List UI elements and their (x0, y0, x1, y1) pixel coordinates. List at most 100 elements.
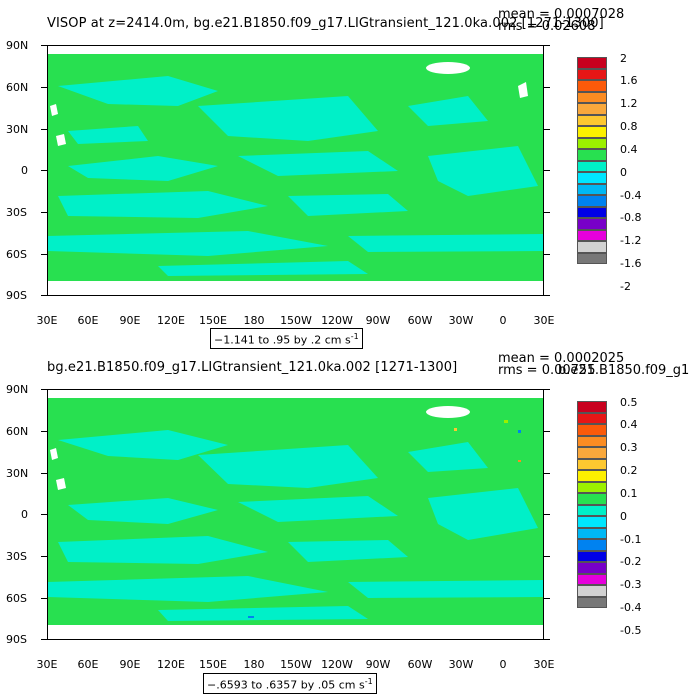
greenland-gap (426, 62, 470, 74)
contour-info-box: −1.141 to .95 by .2 cm s-1 (210, 328, 363, 349)
x-axis-label: 120E (157, 658, 185, 671)
y-tick (41, 389, 47, 390)
positive-anomaly-dots (248, 420, 521, 618)
y-tick (41, 129, 47, 130)
x-axis-label: 30E (533, 314, 555, 327)
y-axis-label: 30N (6, 123, 29, 136)
x-axis-label: 120W (321, 314, 353, 327)
colorbar-cell (577, 573, 607, 585)
colorbar-cell (577, 493, 607, 505)
x-axis-label: 150W (280, 314, 312, 327)
colorbar-label: 1.6 (620, 74, 638, 87)
x-axis-label: 180 (243, 658, 265, 671)
plot-title: bg.e21.B1850.f09_g17.LIGtransient_121.0k… (47, 360, 458, 375)
colorbar-cell (577, 172, 607, 184)
colorbar-cell (577, 585, 607, 597)
x-axis-label: 60E (77, 314, 99, 327)
arctic-gap (48, 390, 543, 398)
y-tick (544, 254, 550, 255)
y-tick (544, 431, 550, 432)
panel-bottom: bg.e21.B1850.f09_g17.LIGtransient_121.0k… (0, 344, 700, 694)
colorbar-cell (577, 401, 607, 413)
x-axis-label: 120E (157, 314, 185, 327)
y-tick (41, 87, 47, 88)
contour-info: −.6593 to .6357 by .05 cm s (207, 678, 365, 692)
colorbar-cell (577, 241, 607, 253)
y-tick (544, 87, 550, 88)
colorbar-cell (577, 412, 607, 424)
overlapping-title-text: b.e21.B1850.f09_g1 (558, 363, 690, 378)
colorbar-cell (577, 149, 607, 161)
colorbar-cell (577, 481, 607, 493)
x-axis-label: 90W (365, 314, 391, 327)
colorbar-label: 2 (620, 52, 627, 65)
x-axis-label: 150W (280, 658, 312, 671)
y-tick (41, 170, 47, 171)
y-tick (544, 473, 550, 474)
y-tick (544, 45, 550, 46)
y-axis-label: 60N (6, 81, 29, 94)
colorbar-label: -0.2 (620, 555, 642, 568)
greenland-gap (426, 406, 470, 418)
colorbar-cell (577, 114, 607, 126)
y-axis-label: 30S (6, 206, 27, 219)
colorbar-label: -0.1 (620, 533, 642, 546)
y-axis-label: 30N (6, 467, 29, 480)
colorbar-label: -1.2 (620, 234, 642, 247)
colorbar (577, 401, 607, 608)
map-field (48, 46, 543, 295)
colorbar-label: 0.8 (620, 120, 638, 133)
land-gap (56, 478, 66, 490)
y-tick (544, 639, 550, 640)
colorbar-label: 1.2 (620, 97, 638, 110)
x-axis-label: 60W (407, 658, 433, 671)
x-axis-label: 120W (321, 658, 353, 671)
colorbar-cell (577, 229, 607, 241)
y-tick (544, 129, 550, 130)
y-tick (41, 556, 47, 557)
map-plot (47, 45, 544, 296)
y-axis-label: 90N (6, 39, 29, 52)
colorbar-label: 0 (620, 510, 627, 523)
colorbar-label: 0.1 (620, 487, 638, 500)
x-axis-label: 30W (448, 314, 474, 327)
colorbar-label: -0.5 (620, 624, 642, 637)
colorbar-cell (577, 183, 607, 195)
mean-label: mean = 0.0002025 (498, 351, 625, 366)
y-tick (544, 556, 550, 557)
panel-top: VISOP at z=2414.0m, bg.e21.B1850.f09_g17… (0, 0, 700, 349)
y-tick (544, 295, 550, 296)
y-tick (544, 598, 550, 599)
y-axis-label: 30S (6, 550, 27, 563)
colorbar-label: 0.5 (620, 396, 638, 409)
colorbar-label: -0.3 (620, 578, 642, 591)
colorbar-cell (577, 206, 607, 218)
y-axis-label: 0 (21, 164, 28, 177)
x-axis-label: 150E (199, 658, 227, 671)
contour-info: −1.141 to .95 by .2 cm s (214, 333, 351, 347)
y-tick (41, 254, 47, 255)
colorbar-label: -0.4 (620, 601, 642, 614)
y-axis-label: 60N (6, 425, 29, 438)
y-tick (544, 212, 550, 213)
x-axis-label: 90W (365, 658, 391, 671)
colorbar-label: 0.4 (620, 418, 638, 431)
map-field (48, 390, 543, 639)
colorbar-cell (577, 539, 607, 551)
rms-label: rms = 0.00755 (498, 363, 596, 378)
colorbar-cell (577, 91, 607, 103)
unit-exponent: -1 (364, 677, 373, 686)
colorbar-label: -1.6 (620, 257, 642, 270)
arctic-gap (48, 46, 543, 54)
x-axis-label: 90E (119, 658, 141, 671)
colorbar-cell (577, 470, 607, 482)
contour-info-box: −.6593 to .6357 by .05 cm s-1 (203, 673, 377, 694)
y-tick (41, 514, 47, 515)
y-axis-label: 60S (6, 592, 27, 605)
y-tick (41, 431, 47, 432)
land-gap (56, 134, 66, 146)
y-tick (544, 389, 550, 390)
x-axis-label: 30E (36, 314, 58, 327)
colorbar-cell (577, 435, 607, 447)
y-axis-label: 90N (6, 383, 29, 396)
